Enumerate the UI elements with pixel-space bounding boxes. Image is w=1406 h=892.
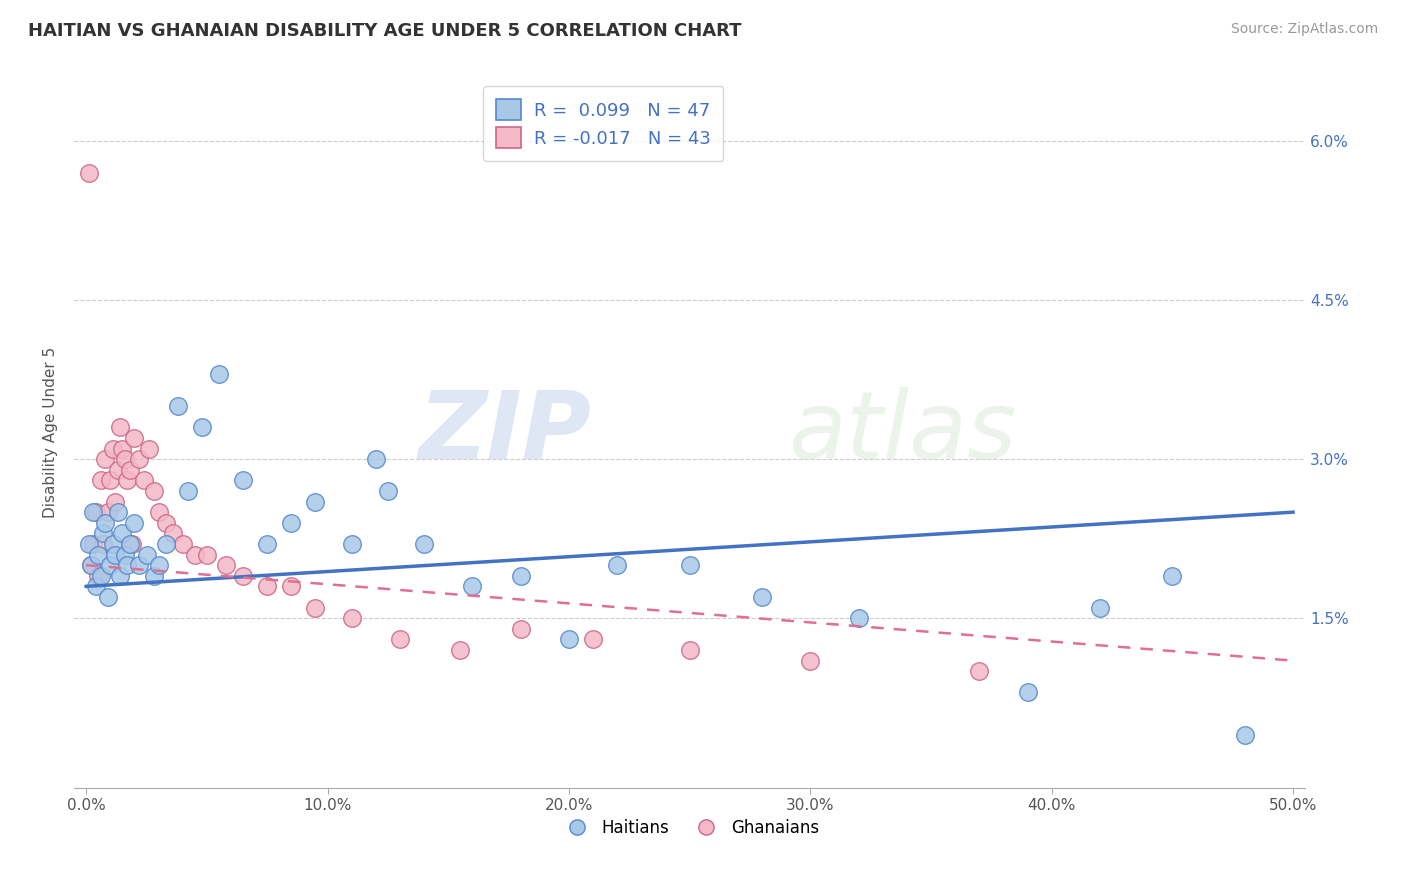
Point <box>101 537 124 551</box>
Point <box>377 483 399 498</box>
Point <box>148 505 170 519</box>
Point <box>751 590 773 604</box>
Point <box>80 558 103 573</box>
Point <box>558 632 581 647</box>
Point <box>195 548 218 562</box>
Point <box>142 568 165 582</box>
Text: Source: ZipAtlas.com: Source: ZipAtlas.com <box>1230 22 1378 37</box>
Point <box>967 664 990 678</box>
Point <box>82 505 104 519</box>
Point <box>104 494 127 508</box>
Text: HAITIAN VS GHANAIAN DISABILITY AGE UNDER 5 CORRELATION CHART: HAITIAN VS GHANAIAN DISABILITY AGE UNDER… <box>28 22 741 40</box>
Point <box>167 399 190 413</box>
Point <box>107 505 129 519</box>
Point <box>94 452 117 467</box>
Point <box>115 474 138 488</box>
Point <box>461 579 484 593</box>
Point <box>172 537 194 551</box>
Point <box>80 558 103 573</box>
Point <box>104 548 127 562</box>
Text: atlas: atlas <box>789 387 1017 478</box>
Point <box>848 611 870 625</box>
Point <box>215 558 238 573</box>
Point <box>115 558 138 573</box>
Point <box>256 579 278 593</box>
Point <box>135 548 157 562</box>
Point <box>232 568 254 582</box>
Point <box>101 442 124 456</box>
Point <box>232 474 254 488</box>
Point <box>87 548 110 562</box>
Point <box>111 442 134 456</box>
Point <box>413 537 436 551</box>
Point <box>678 643 700 657</box>
Point <box>678 558 700 573</box>
Point <box>142 483 165 498</box>
Point <box>208 368 231 382</box>
Point <box>1017 685 1039 699</box>
Point <box>132 474 155 488</box>
Point <box>176 483 198 498</box>
Point <box>97 590 120 604</box>
Point <box>509 622 531 636</box>
Point <box>84 579 107 593</box>
Point <box>340 611 363 625</box>
Point <box>90 474 112 488</box>
Point <box>98 558 121 573</box>
Point <box>155 516 177 530</box>
Point <box>155 537 177 551</box>
Point <box>111 526 134 541</box>
Point <box>128 558 150 573</box>
Point <box>94 516 117 530</box>
Point <box>1233 728 1256 742</box>
Point <box>191 420 214 434</box>
Point <box>114 548 136 562</box>
Point <box>1161 568 1184 582</box>
Point <box>108 420 131 434</box>
Point <box>449 643 471 657</box>
Point <box>124 516 146 530</box>
Point <box>256 537 278 551</box>
Point <box>84 505 107 519</box>
Point <box>606 558 628 573</box>
Point <box>148 558 170 573</box>
Point <box>124 431 146 445</box>
Point <box>107 463 129 477</box>
Point <box>162 526 184 541</box>
Y-axis label: Disability Age Under 5: Disability Age Under 5 <box>44 347 58 518</box>
Point <box>128 452 150 467</box>
Point <box>91 537 114 551</box>
Point <box>98 474 121 488</box>
Point <box>138 442 160 456</box>
Point <box>82 537 104 551</box>
Point <box>364 452 387 467</box>
Point <box>77 537 100 551</box>
Point <box>184 548 207 562</box>
Point <box>91 526 114 541</box>
Point <box>304 600 326 615</box>
Point <box>87 568 110 582</box>
Legend: Haitians, Ghanaians: Haitians, Ghanaians <box>554 812 825 844</box>
Point <box>118 463 141 477</box>
Point <box>280 579 302 593</box>
Text: ZIP: ZIP <box>418 386 591 479</box>
Point <box>121 537 143 551</box>
Point <box>509 568 531 582</box>
Point <box>280 516 302 530</box>
Point <box>1088 600 1111 615</box>
Point <box>388 632 411 647</box>
Point <box>304 494 326 508</box>
Point <box>97 505 120 519</box>
Point <box>90 568 112 582</box>
Point <box>77 166 100 180</box>
Point <box>118 537 141 551</box>
Point <box>108 568 131 582</box>
Point <box>114 452 136 467</box>
Point <box>340 537 363 551</box>
Point <box>799 654 821 668</box>
Point <box>582 632 605 647</box>
